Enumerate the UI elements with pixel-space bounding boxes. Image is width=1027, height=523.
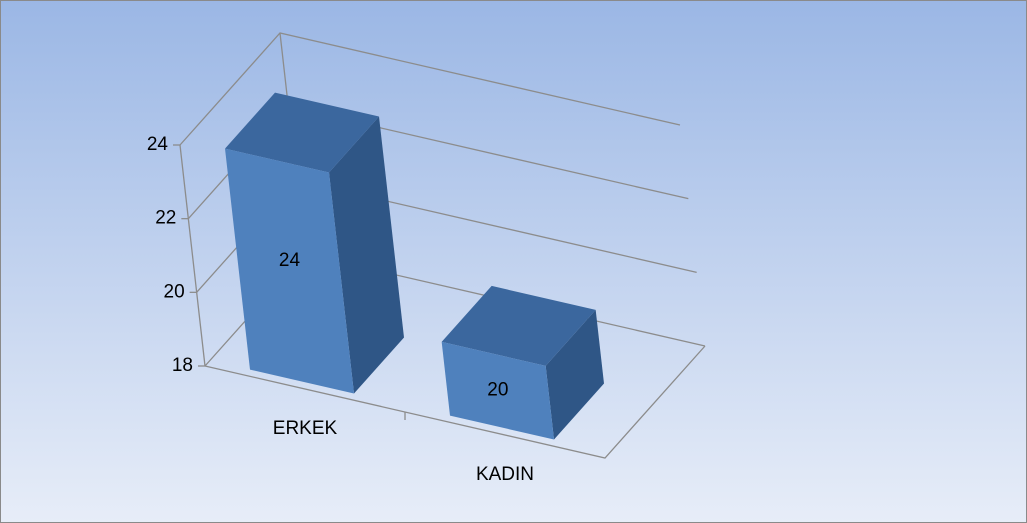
bar-side: [329, 116, 404, 394]
data-label: 20: [487, 380, 508, 401]
y-tick-label: 20: [164, 281, 185, 302]
grid-line: [179, 32, 681, 146]
bar-top: [441, 285, 596, 366]
bar-top: [225, 92, 379, 173]
bar: [441, 285, 604, 440]
bar: [225, 92, 404, 394]
value-axis: [179, 144, 206, 367]
y-tick-label: 22: [155, 208, 176, 229]
bar-side: [545, 309, 604, 440]
bar-front: [225, 148, 354, 394]
floor: [204, 345, 706, 459]
x-tick-label: KADIN: [476, 464, 534, 485]
x-tick-label: ERKEK: [273, 418, 338, 439]
bar-front: [441, 341, 554, 440]
data-label: 24: [279, 250, 301, 271]
y-tick-label: 18: [172, 355, 193, 376]
y-tick-label: 24: [147, 134, 169, 155]
